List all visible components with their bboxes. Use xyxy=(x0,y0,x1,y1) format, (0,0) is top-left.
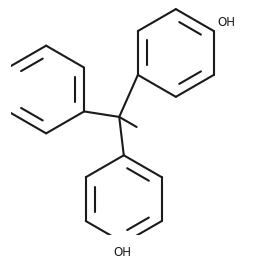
Text: OH: OH xyxy=(218,16,235,29)
Text: OH: OH xyxy=(113,246,131,257)
